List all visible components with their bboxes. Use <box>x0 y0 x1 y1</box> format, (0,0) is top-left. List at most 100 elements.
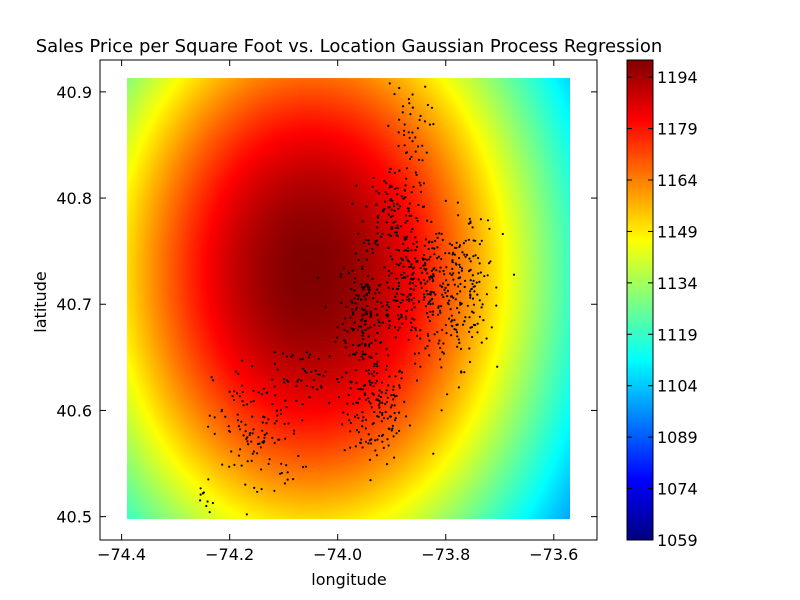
sales-point <box>397 287 400 290</box>
sales-point <box>474 324 477 327</box>
sales-point <box>240 420 243 423</box>
sales-point <box>468 347 471 350</box>
sales-point <box>360 438 363 441</box>
sales-point <box>400 276 403 279</box>
sales-point <box>399 301 402 304</box>
sales-point <box>457 338 460 341</box>
sales-point <box>463 253 466 256</box>
sales-point <box>376 216 379 219</box>
sales-point <box>348 354 351 357</box>
sales-point <box>375 190 378 193</box>
sales-point <box>480 239 483 242</box>
sales-point <box>407 249 410 253</box>
sales-point <box>261 421 264 424</box>
sales-point <box>452 278 455 281</box>
sales-point <box>431 241 434 244</box>
sales-point <box>398 326 401 329</box>
sales-point <box>287 380 290 383</box>
sales-point <box>448 242 451 245</box>
sales-point <box>395 231 398 234</box>
sales-point <box>228 429 231 432</box>
sales-point <box>412 302 415 305</box>
sales-point <box>468 217 471 220</box>
sales-point <box>446 295 449 298</box>
sales-point <box>360 298 363 301</box>
sales-point <box>246 403 249 406</box>
sales-point <box>381 413 384 416</box>
sales-point <box>443 288 446 291</box>
sales-point <box>471 297 475 300</box>
sales-point <box>426 293 429 296</box>
sales-point <box>363 353 366 356</box>
sales-point <box>457 256 461 260</box>
sales-point <box>488 227 491 230</box>
sales-point <box>480 306 483 309</box>
sales-point <box>273 351 276 354</box>
sales-point <box>395 234 398 237</box>
sales-point <box>421 144 424 147</box>
sales-point <box>283 381 286 384</box>
sales-point <box>383 266 386 269</box>
sales-point <box>367 284 370 287</box>
sales-point <box>357 344 360 347</box>
sales-point <box>389 415 392 418</box>
y-tick-label: 40.5 <box>56 508 92 527</box>
sales-point <box>418 118 421 122</box>
sales-point <box>410 249 413 252</box>
sales-point <box>384 402 387 406</box>
sales-point <box>357 431 360 434</box>
sales-point <box>376 438 379 441</box>
sales-point <box>386 396 389 399</box>
sales-point <box>354 445 357 448</box>
sales-point <box>470 326 474 329</box>
sales-point <box>375 362 378 366</box>
sales-point <box>261 429 264 432</box>
sales-point <box>402 265 405 268</box>
sales-point <box>385 221 388 224</box>
sales-point <box>393 404 396 407</box>
sales-point <box>377 319 380 322</box>
sales-point <box>405 415 408 418</box>
sales-point <box>448 299 451 302</box>
sales-point <box>397 249 401 252</box>
sales-point <box>354 302 357 305</box>
sales-point <box>407 98 410 101</box>
sales-point <box>359 441 362 445</box>
sales-point <box>368 379 371 382</box>
sales-point <box>439 284 442 287</box>
sales-point <box>386 313 389 316</box>
sales-point <box>366 312 369 315</box>
sales-point <box>253 486 256 489</box>
sales-point <box>357 232 360 235</box>
sales-point <box>467 238 470 241</box>
sales-point <box>360 286 363 289</box>
sales-point <box>404 221 407 224</box>
sales-point <box>349 446 352 449</box>
sales-point <box>428 339 431 342</box>
sales-point <box>455 331 459 334</box>
sales-point <box>365 310 368 313</box>
sales-point <box>381 305 384 308</box>
sales-point <box>387 444 390 447</box>
sales-point <box>395 432 398 435</box>
sales-point <box>451 319 454 322</box>
sales-point <box>234 370 237 373</box>
sales-point <box>349 430 352 433</box>
y-tick-label: 40.6 <box>56 401 92 420</box>
sales-point <box>356 413 359 417</box>
sales-point <box>396 187 399 190</box>
sales-point <box>430 269 433 272</box>
sales-point <box>439 266 442 269</box>
y-axis: 40.5 40.6 40.7 40.8 40.9 <box>56 83 597 527</box>
sales-point <box>208 414 211 417</box>
sales-point <box>361 338 364 341</box>
sales-point <box>374 242 377 245</box>
x-tick-label: −74.2 <box>205 545 254 564</box>
sales-point <box>386 303 389 307</box>
sales-point <box>383 416 386 420</box>
sales-point <box>251 432 254 435</box>
sales-point <box>458 263 461 266</box>
sales-point <box>477 272 480 275</box>
sales-point <box>436 330 439 334</box>
sales-point <box>368 355 371 358</box>
